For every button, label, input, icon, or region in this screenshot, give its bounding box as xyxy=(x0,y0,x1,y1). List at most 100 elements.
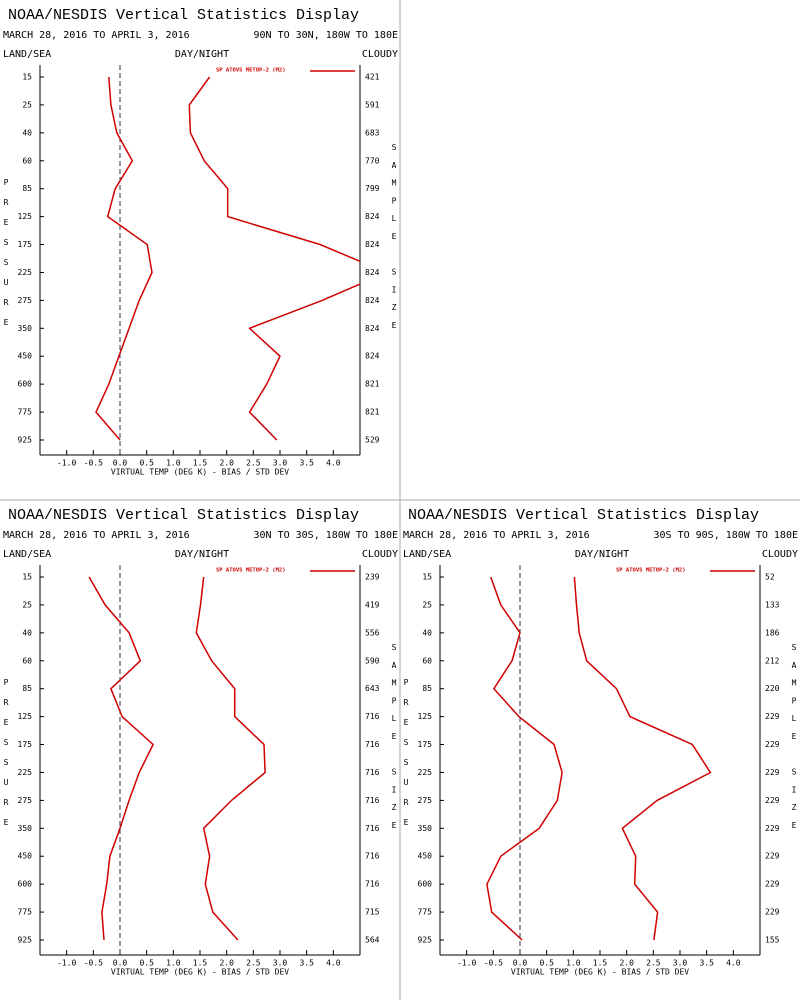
line-std_dev xyxy=(188,76,360,441)
legend-label: SP ATOVS METOP-2 (M2) xyxy=(216,568,286,574)
x-tick-label: 4.0 xyxy=(326,959,341,968)
chart-title: NOAA/NESDIS Vertical Statistics Display xyxy=(408,507,759,524)
y-tick-label: 350 xyxy=(18,324,33,333)
x-tick-label: 0.0 xyxy=(113,459,128,468)
legend-label: SP ATOVS METOP-2 (M2) xyxy=(616,568,686,574)
y-tick-label: 600 xyxy=(18,380,33,389)
y-tick-label: 125 xyxy=(18,212,33,221)
y-tick-label: 40 xyxy=(422,628,432,637)
sample-size: 799 xyxy=(365,184,380,193)
y-tick-label: 60 xyxy=(22,156,32,165)
y-tick-label: 450 xyxy=(18,352,33,361)
sample-size: 229 xyxy=(765,824,780,833)
sample-size: 824 xyxy=(365,324,380,333)
sample-size: 824 xyxy=(365,240,380,249)
x-tick-label: -1.0 xyxy=(57,959,76,968)
y-tick-label: 225 xyxy=(18,268,33,277)
sample-size: 220 xyxy=(765,684,780,693)
x-tick-label: 1.5 xyxy=(593,959,608,968)
subtitle: MARCH 28, 2016 TO APRIL 3, 2016 xyxy=(3,530,190,541)
x-tick-label: -0.5 xyxy=(84,459,103,468)
y-tick-label: 15 xyxy=(422,573,432,582)
y-tick-label: 25 xyxy=(22,600,32,609)
y-tick-label: 25 xyxy=(22,100,32,109)
sample-size: 824 xyxy=(365,296,380,305)
y-tick-label: 25 xyxy=(422,600,432,609)
x-tick-label: 2.0 xyxy=(619,959,634,968)
y-tick-label: 40 xyxy=(22,628,32,637)
sample-size: 52 xyxy=(765,573,775,582)
x-tick-label: 3.0 xyxy=(673,959,688,968)
region: 90N TO 30N, 180W TO 180E xyxy=(254,30,399,41)
region: 30N TO 30S, 180W TO 180E xyxy=(254,530,399,541)
subtitle: MARCH 28, 2016 TO APRIL 3, 2016 xyxy=(403,530,590,541)
x-axis-label: VIRTUAL TEMP (DEG K) - BIAS / STD DEV xyxy=(511,968,689,977)
sample-size: 716 xyxy=(365,712,380,721)
header: LAND/SEA xyxy=(3,49,51,60)
x-tick-label: 1.5 xyxy=(193,959,208,968)
x-tick-label: 3.5 xyxy=(299,959,314,968)
sample-size: 564 xyxy=(365,936,380,945)
y-tick-label: 40 xyxy=(22,128,32,137)
x-tick-label: 2.5 xyxy=(246,959,261,968)
x-tick-label: 0.0 xyxy=(113,959,128,968)
sample-size: 419 xyxy=(365,600,380,609)
sample-size: 824 xyxy=(365,212,380,221)
header: LAND/SEA xyxy=(3,549,51,560)
x-axis-label: VIRTUAL TEMP (DEG K) - BIAS / STD DEV xyxy=(111,468,289,477)
y-tick-label: 450 xyxy=(418,852,433,861)
header: DAY/NIGHT xyxy=(175,549,229,560)
line-bias xyxy=(95,76,153,441)
sample-size: 155 xyxy=(765,936,780,945)
y-tick-label: 600 xyxy=(418,880,433,889)
sample-size: 229 xyxy=(765,908,780,917)
region: 30S TO 90S, 180W TO 180E xyxy=(654,530,799,541)
header: DAY/NIGHT xyxy=(175,49,229,60)
y-tick-label: 125 xyxy=(418,712,433,721)
sample-size: 556 xyxy=(365,628,380,637)
y-tick-label: 350 xyxy=(18,824,33,833)
y-tick-label: 775 xyxy=(18,908,33,917)
sample-size: 229 xyxy=(765,768,780,777)
header: LAND/SEA xyxy=(403,549,451,560)
sample-size: 716 xyxy=(365,824,380,833)
panel: NOAA/NESDIS Vertical Statistics Display M… xyxy=(3,7,398,477)
x-tick-label: 1.0 xyxy=(166,959,181,968)
y-tick-label: 600 xyxy=(18,880,33,889)
y-tick-label: 60 xyxy=(422,656,432,665)
y-tick-label: 925 xyxy=(418,936,433,945)
subtitle: MARCH 28, 2016 TO APRIL 3, 2016 xyxy=(3,30,190,41)
sample-size: 229 xyxy=(765,740,780,749)
panel: NOAA/NESDIS Vertical Statistics Display M… xyxy=(403,507,798,977)
y-tick-label: 225 xyxy=(18,768,33,777)
sample-size: 229 xyxy=(765,796,780,805)
header: CLOUDY xyxy=(762,549,798,560)
x-tick-label: 0.5 xyxy=(139,459,154,468)
x-tick-label: -0.5 xyxy=(484,959,503,968)
y-tick-label: 175 xyxy=(18,740,33,749)
y-tick-label: 775 xyxy=(18,408,33,417)
y-tick-label: 175 xyxy=(418,740,433,749)
sample-size: 212 xyxy=(765,656,780,665)
legend-label: SP ATOVS METOP-2 (M2) xyxy=(216,68,286,74)
sample-size: 824 xyxy=(365,268,380,277)
sample-size: 716 xyxy=(365,852,380,861)
sample-size: 821 xyxy=(365,408,380,417)
panel: NOAA/NESDIS Vertical Statistics Display M… xyxy=(3,507,398,977)
line-bias xyxy=(486,576,563,941)
line-bias xyxy=(88,576,155,941)
sample-size: 643 xyxy=(365,684,380,693)
line-std_dev xyxy=(195,576,266,941)
x-tick-label: -1.0 xyxy=(457,959,476,968)
sample-size: 821 xyxy=(365,380,380,389)
x-tick-label: 3.0 xyxy=(273,959,288,968)
x-tick-label: 1.5 xyxy=(193,459,208,468)
sample-size: 421 xyxy=(365,73,380,82)
y-tick-label: 275 xyxy=(18,296,33,305)
y-tick-label: 350 xyxy=(418,824,433,833)
